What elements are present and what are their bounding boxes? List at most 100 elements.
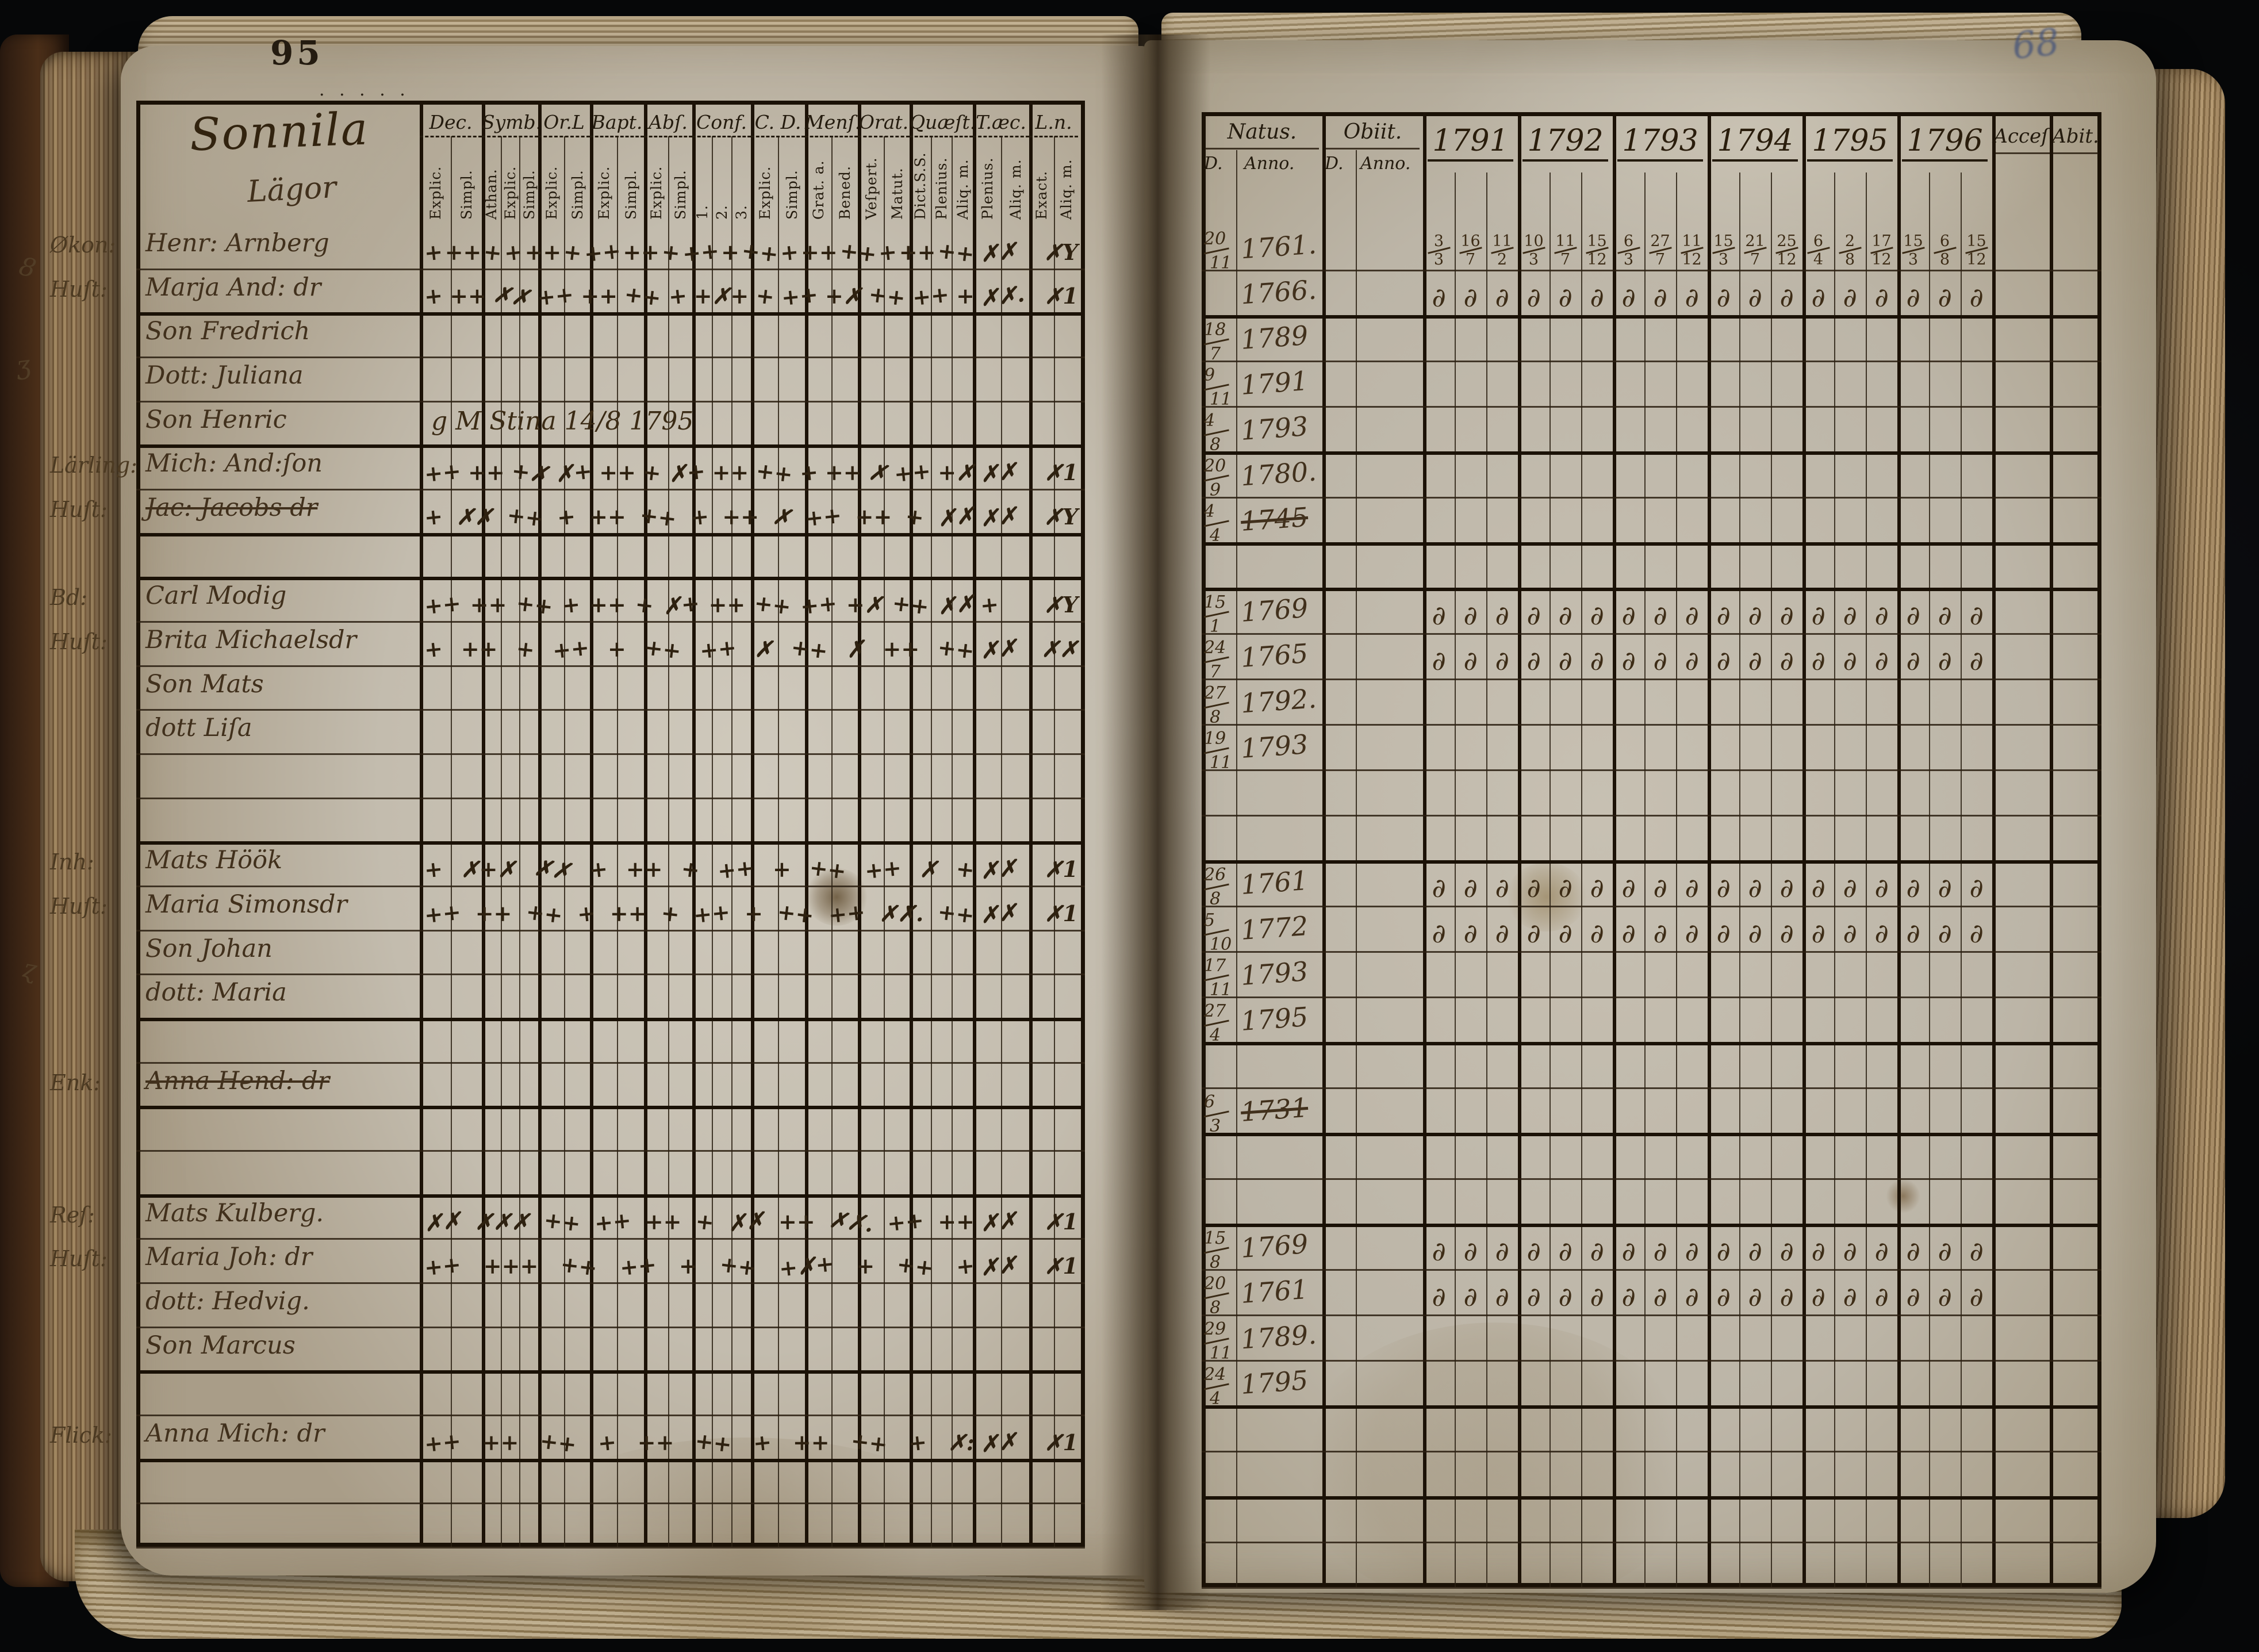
- mark-token: ++: [524, 239, 562, 265]
- ditto-mark: ∂: [1905, 917, 1922, 949]
- ditto-mark: ∂: [1968, 872, 1985, 904]
- date-month: 12: [1966, 251, 1986, 269]
- ditto-mark: ∂: [1905, 872, 1922, 904]
- subcolumn-label: Matut.: [888, 167, 906, 220]
- communion-year-cell: ∂ ∂ ∂: [1708, 906, 1802, 949]
- communion-year-cell: ∂ ∂ ∂: [1518, 588, 1613, 631]
- date-month: 3: [1623, 251, 1634, 269]
- mark-token: +: [679, 855, 701, 883]
- mark-token: +: [423, 238, 444, 266]
- row-name: Anna Hend: dr: [145, 1066, 330, 1095]
- ditto-mark: ∂: [1589, 1235, 1605, 1267]
- communion-date: 16 7: [1459, 232, 1482, 267]
- ditto-mark: ∂: [1494, 1235, 1510, 1267]
- ditto-mark: ∂: [1652, 599, 1669, 631]
- mark-token: ++: [514, 589, 554, 620]
- date-month: 3: [1433, 251, 1444, 269]
- ditto-mark: ∂: [1430, 281, 1447, 313]
- natus-day-bottom: 9: [1210, 480, 1221, 500]
- subcolumn-label: Exact.: [1033, 170, 1050, 220]
- column-header-label: Quæſt.: [910, 111, 976, 133]
- subcolumn-label: Aliq. m.: [1057, 159, 1075, 220]
- ditto-mark: ∂: [1715, 645, 1732, 677]
- row-line: [1202, 815, 2101, 817]
- column-header: Orat.: [858, 111, 910, 137]
- row-name: Mats Kulberg.: [145, 1198, 324, 1228]
- row-name-prefix: Økon:: [50, 232, 116, 258]
- year-column-divider: [1802, 112, 1806, 1587]
- mark-token: ✗✗.: [979, 281, 1026, 312]
- date-month: 4: [1813, 251, 1824, 269]
- ditto-mark: ∂: [1589, 1281, 1605, 1313]
- date-day: 16: [1460, 232, 1481, 250]
- anno-sublabel: Anno.: [1244, 154, 1295, 174]
- ditto-mark: ∂: [1683, 645, 1700, 677]
- row-name: Dott: Juliana: [145, 361, 304, 390]
- ditto-mark: ∂: [1778, 645, 1795, 677]
- mark-token: +: [423, 635, 444, 663]
- communion-year-cell: 10 3 11 7 15 12: [1518, 224, 1613, 267]
- row-name: Son Johan: [145, 934, 273, 963]
- mark-token: +: [562, 237, 584, 266]
- ditto-mark: ∂: [1462, 599, 1479, 631]
- ditto-mark: ∂: [1557, 1235, 1574, 1267]
- mark-token: ++: [538, 1427, 578, 1458]
- communion-date: 27 7: [1648, 233, 1672, 267]
- natus-day-bottom: 10: [1210, 934, 1232, 955]
- ditto-mark: ∂: [1810, 281, 1827, 313]
- mark-token: +✗+: [777, 1250, 835, 1282]
- mark-token: +✗: [846, 591, 883, 618]
- ditto-mark: ∂: [1525, 872, 1542, 904]
- subcolumn-label: Bened.: [837, 165, 853, 220]
- communion-year-cell: ∂ ∂ ∂: [1423, 1269, 1518, 1313]
- mark-token: ++: [609, 900, 647, 926]
- column-header: Conf.: [692, 111, 751, 137]
- year-header-label: 1793: [1617, 124, 1703, 162]
- row-line: [136, 1061, 1085, 1064]
- natus-day-bottom: 11: [1210, 980, 1232, 1000]
- natus-day: 19 11: [1204, 729, 1232, 773]
- year-subcolumn-line: [1866, 173, 1867, 1587]
- ditto-mark: ∂: [1430, 1281, 1447, 1313]
- ditto-mark: ∂: [1430, 917, 1447, 949]
- sacrament-marks: ++ ++ ++ + ++ + ++ + ++ ++ ✗✗. ++: [423, 886, 976, 928]
- natus-day: 5 10: [1204, 910, 1232, 955]
- row-name-prefix: Huſt:: [50, 894, 108, 919]
- mark-token: ++: [895, 1251, 935, 1281]
- row-line: [136, 1370, 1085, 1374]
- row-line: [136, 1150, 1085, 1152]
- date-month: 8: [1844, 251, 1855, 269]
- date-day: 15: [1903, 232, 1923, 250]
- communion-year-cell: ∂ ∂ ∂: [1708, 588, 1802, 631]
- mark-token: ✗✗: [979, 457, 1018, 488]
- mark-token: ✗✗.: [827, 1206, 875, 1237]
- year-column-divider: [1518, 112, 1521, 1587]
- year-header: 1796: [1897, 124, 1992, 162]
- row-line: [1202, 1087, 2101, 1089]
- communion-year-cell: ∂ ∂ ∂: [1897, 633, 1992, 677]
- ditto-mark: ∂: [1462, 917, 1479, 949]
- ditto-mark: ∂: [1620, 872, 1637, 904]
- row-name: Maria Joh: dr: [145, 1243, 313, 1272]
- mark-token: +: [907, 1428, 929, 1456]
- year-subcolumn-line: [1581, 173, 1582, 1587]
- row-line: [136, 1106, 1085, 1110]
- row-line: [1202, 315, 2101, 319]
- row-line: [1202, 1542, 2101, 1543]
- row-line: [136, 621, 1085, 623]
- date-day: 21: [1745, 232, 1765, 250]
- mark-token: ++: [461, 635, 498, 662]
- ditto-mark: ∂: [1810, 645, 1827, 677]
- column-divider: [973, 101, 976, 1547]
- mark-token: +✗: [938, 459, 975, 485]
- sacrament-marks: + ++ + ++ + ++ ++ ✗ ++ ✗ ++ ++: [423, 621, 976, 664]
- mark-token: ✗✗: [979, 1251, 1018, 1281]
- row-line: [136, 797, 1085, 799]
- ditto-mark: ∂: [1747, 281, 1763, 313]
- date-month: 2: [1497, 251, 1508, 269]
- natus-day-bottom: 11: [1210, 253, 1232, 273]
- column-header: Bapt.: [590, 111, 644, 137]
- ditto-mark: ∂: [1873, 599, 1890, 631]
